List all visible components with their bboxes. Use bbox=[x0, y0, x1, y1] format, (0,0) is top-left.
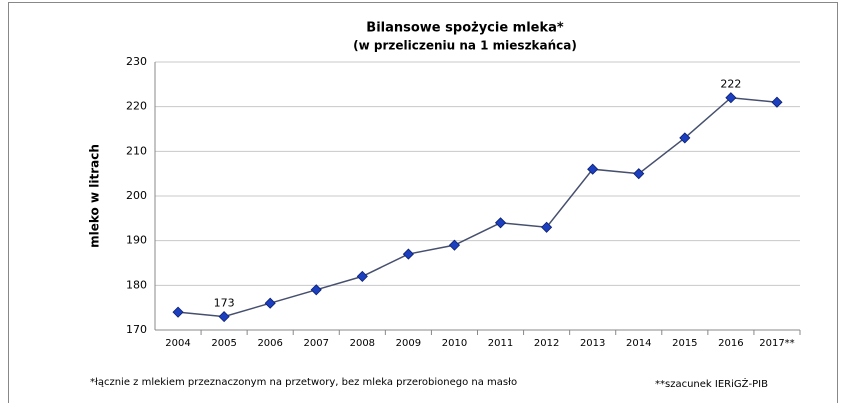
data-point bbox=[679, 132, 691, 144]
chart-subtitle: (w przeliczeniu na 1 mieszkańca) bbox=[353, 39, 577, 53]
data-label: 173 bbox=[214, 297, 235, 310]
x-tick-label: 2009 bbox=[396, 338, 421, 349]
data-point bbox=[633, 168, 645, 180]
data-point bbox=[356, 270, 368, 282]
x-tick-label: 2016 bbox=[718, 338, 743, 349]
data-point bbox=[541, 221, 553, 233]
x-tick-label: 2014 bbox=[626, 338, 651, 349]
y-tick-label: 210 bbox=[126, 144, 147, 157]
data-point bbox=[494, 217, 507, 229]
x-tick-label: 2005 bbox=[211, 338, 236, 349]
y-tick-label: 170 bbox=[126, 323, 147, 336]
footnote: *łącznie z mlekiem przeznaczonym na prze… bbox=[90, 377, 517, 388]
x-tick-label: 2004 bbox=[165, 338, 190, 349]
data-point bbox=[587, 163, 599, 175]
data-point bbox=[264, 297, 276, 309]
chart-frame bbox=[8, 2, 838, 403]
y-tick-label: 180 bbox=[126, 278, 147, 291]
y-axis-label: mleko w litrach bbox=[88, 144, 102, 248]
footnote: **szacunek IERiGŻ-PIB bbox=[655, 377, 768, 390]
x-tick-label: 2013 bbox=[580, 338, 605, 349]
y-tick-label: 220 bbox=[126, 100, 147, 113]
x-tick-label: 2006 bbox=[257, 338, 282, 349]
data-point bbox=[402, 248, 414, 260]
data-point bbox=[218, 311, 230, 323]
x-tick-label: 2010 bbox=[442, 338, 467, 349]
x-tick-label: 2011 bbox=[488, 338, 513, 349]
data-point bbox=[172, 306, 184, 318]
y-tick-label: 230 bbox=[126, 55, 147, 68]
data-line bbox=[177, 96, 778, 318]
x-tick-label: 2015 bbox=[672, 338, 697, 349]
chart-title: Bilansowe spożycie mleka* bbox=[366, 21, 564, 36]
x-tick-label: 2017** bbox=[759, 338, 794, 349]
data-label: 222 bbox=[720, 78, 741, 91]
data-point bbox=[771, 96, 783, 108]
y-tick-label: 200 bbox=[126, 189, 147, 202]
data-point bbox=[448, 239, 461, 251]
x-tick-label: 2008 bbox=[350, 338, 375, 349]
data-point bbox=[725, 92, 737, 104]
x-tick-label: 2007 bbox=[304, 338, 329, 349]
y-tick-label: 190 bbox=[126, 234, 147, 247]
x-tick-label: 2012 bbox=[534, 338, 559, 349]
data-point bbox=[310, 284, 322, 296]
